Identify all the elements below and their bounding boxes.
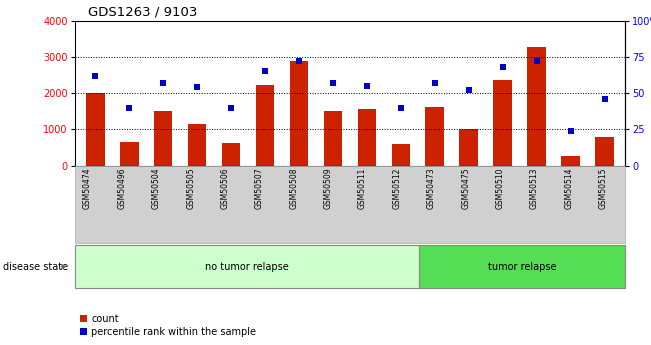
- Text: GSM50474: GSM50474: [83, 167, 92, 209]
- Point: [396, 105, 406, 110]
- Point: [600, 96, 610, 102]
- Bar: [222, 143, 240, 166]
- Text: GDS1263 / 9103: GDS1263 / 9103: [88, 5, 197, 18]
- Text: GSM50508: GSM50508: [289, 167, 298, 209]
- Point: [90, 73, 100, 79]
- Text: GSM50510: GSM50510: [495, 167, 505, 209]
- Bar: [426, 107, 444, 166]
- Point: [294, 59, 304, 64]
- Point: [531, 59, 542, 64]
- Point: [192, 85, 202, 90]
- Text: GSM50506: GSM50506: [221, 167, 230, 209]
- Bar: [391, 144, 410, 166]
- Point: [158, 80, 169, 86]
- Bar: [154, 110, 173, 166]
- Text: no tumor relapse: no tumor relapse: [205, 262, 288, 272]
- Point: [497, 64, 508, 70]
- Text: GSM50505: GSM50505: [186, 167, 195, 209]
- Text: GSM50507: GSM50507: [255, 167, 264, 209]
- Bar: [460, 129, 478, 166]
- Bar: [527, 47, 546, 166]
- Bar: [324, 110, 342, 166]
- Bar: [493, 80, 512, 166]
- Text: GSM50511: GSM50511: [358, 167, 367, 209]
- Text: disease state: disease state: [3, 262, 68, 272]
- Bar: [120, 142, 139, 166]
- Point: [362, 83, 372, 89]
- Text: GSM50496: GSM50496: [117, 167, 126, 209]
- Point: [566, 128, 576, 134]
- Point: [430, 80, 440, 86]
- Point: [464, 88, 474, 93]
- Text: GSM50509: GSM50509: [324, 167, 333, 209]
- Text: GSM50513: GSM50513: [530, 167, 539, 209]
- Text: tumor relapse: tumor relapse: [488, 262, 556, 272]
- Text: GSM50512: GSM50512: [393, 167, 402, 209]
- Bar: [290, 61, 309, 166]
- Text: GSM50515: GSM50515: [599, 167, 608, 209]
- Point: [124, 105, 134, 110]
- Text: GSM50514: GSM50514: [564, 167, 574, 209]
- Point: [226, 105, 236, 110]
- Bar: [187, 124, 206, 166]
- Bar: [256, 85, 274, 166]
- Point: [327, 80, 338, 86]
- Bar: [595, 137, 614, 166]
- Text: GSM50504: GSM50504: [152, 167, 161, 209]
- Text: GSM50475: GSM50475: [462, 167, 470, 209]
- Text: GSM50473: GSM50473: [427, 167, 436, 209]
- Legend: count, percentile rank within the sample: count, percentile rank within the sample: [79, 314, 256, 337]
- Bar: [357, 109, 376, 166]
- Point: [260, 69, 270, 74]
- Bar: [86, 93, 105, 166]
- Bar: [561, 156, 580, 166]
